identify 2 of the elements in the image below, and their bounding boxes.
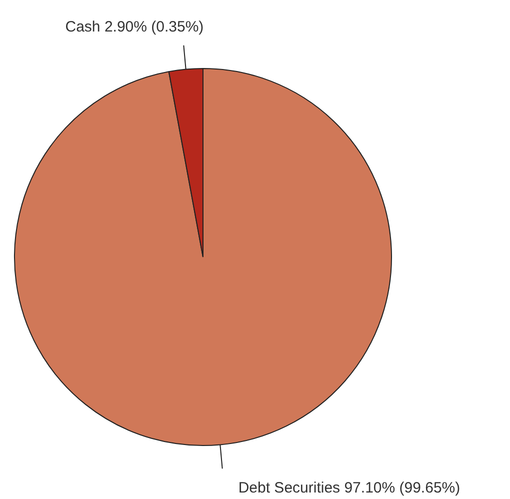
slice-label: Debt Securities 97.10% (99.65%)	[238, 479, 460, 496]
slice-label: Cash 2.90% (0.35%)	[65, 18, 204, 36]
